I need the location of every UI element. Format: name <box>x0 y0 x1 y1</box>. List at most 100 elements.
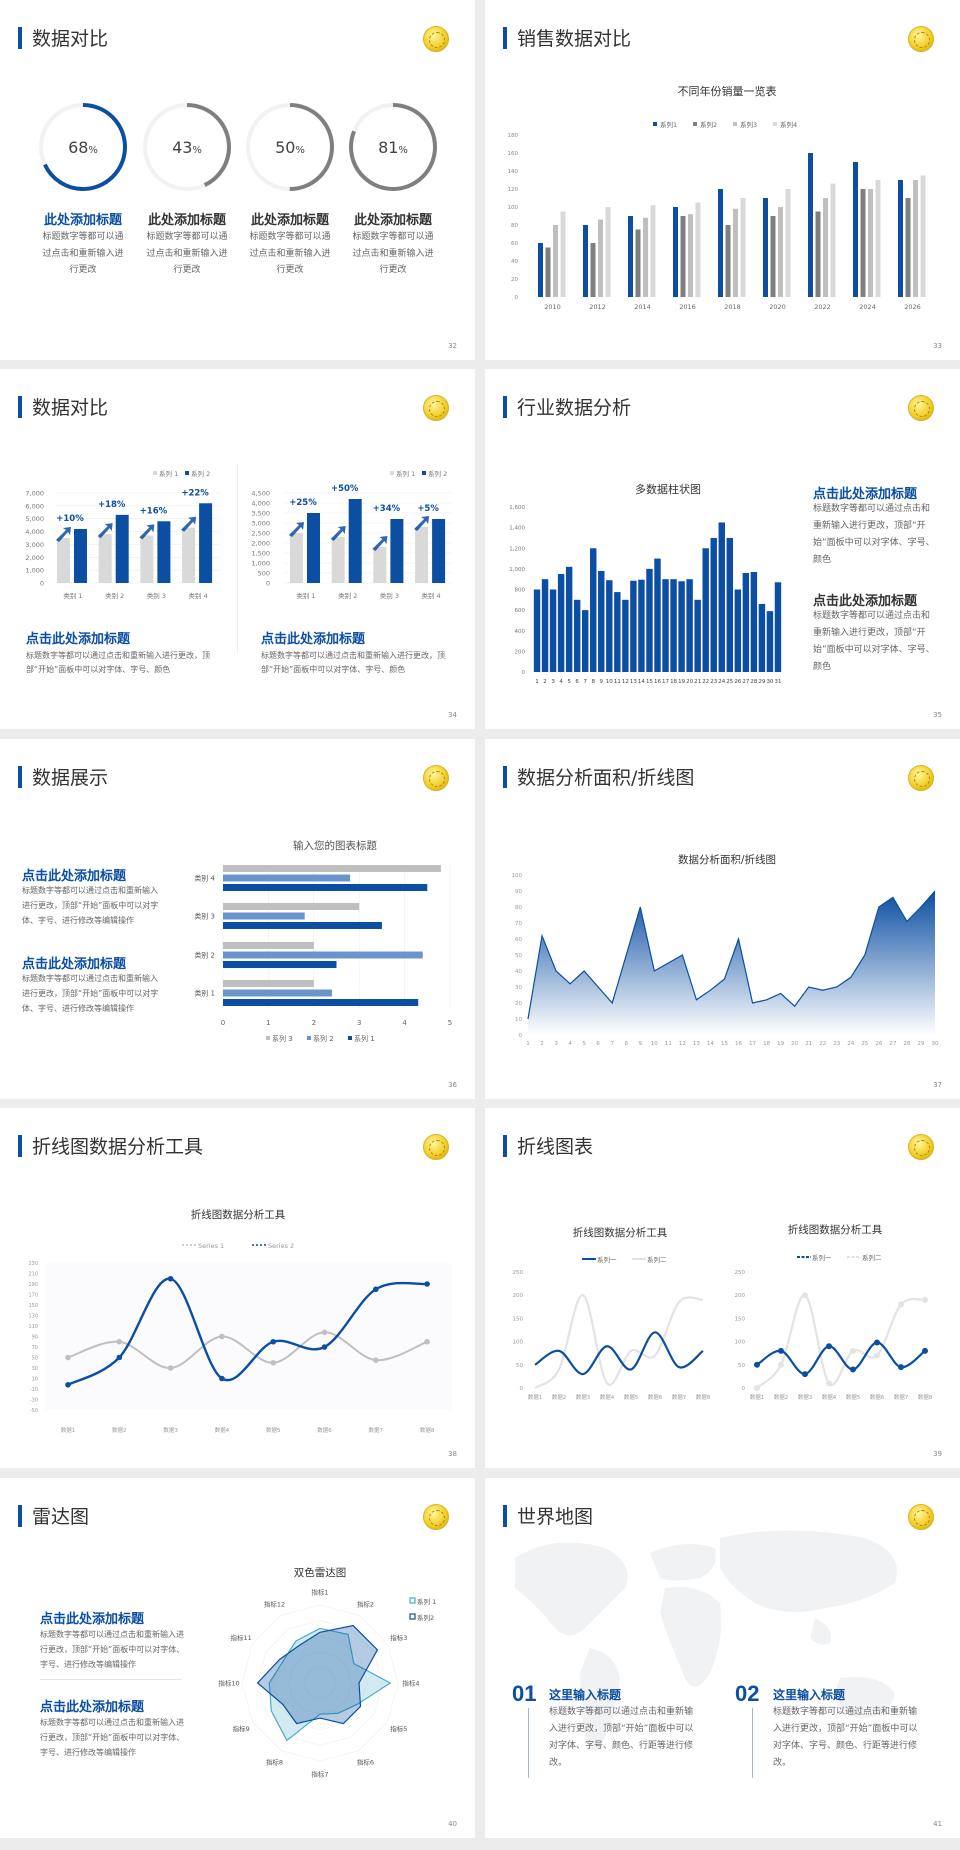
x-tick-label: 9 <box>600 679 604 685</box>
y-tick-label: 0 <box>522 670 526 676</box>
x-tick-label: 24 <box>847 1041 854 1047</box>
ring-unit: % <box>192 145 202 156</box>
slide-36[interactable]: 数据展示 输入您的图表标题 0 1 2 3 4 5 类别 1 类别 2 类别 3 类别 4 系列 3 系… <box>0 739 475 1099</box>
data-point <box>167 1365 174 1371</box>
legend-swatch <box>153 471 157 475</box>
x-tick-label: 2012 <box>589 303 606 311</box>
x-tick-label: 2 <box>540 1041 544 1047</box>
slide-32[interactable]: 数据对比 68% 43% 50% 81% 此处添加标题 标题数字等都可以通过点击和重新输… <box>0 0 475 360</box>
y-tick-label: 210 <box>28 1272 38 1278</box>
legend-label: 系列 3 <box>272 1034 293 1043</box>
y-tick-label: 3,500 <box>251 510 270 518</box>
y-tick-label: 5,000 <box>25 515 44 523</box>
bar <box>823 198 828 297</box>
section-desc: 标题数字等都可以通过点击和重新输入进行更改，顶部“开始”面板中可以对字体、字号、… <box>22 974 159 1013</box>
ring-number: 68 <box>68 138 88 157</box>
data-point <box>778 1361 784 1368</box>
y-tick-label: 100 <box>513 1340 524 1346</box>
x-tick-label: 21 <box>694 679 701 685</box>
ring-number: 81 <box>378 138 398 157</box>
data-point <box>850 1366 856 1373</box>
data-point <box>116 1354 123 1361</box>
x-tick-label: 3 <box>554 1041 558 1047</box>
bar <box>643 217 648 297</box>
slide-39[interactable]: 折线图表 折线图数据分析工具 0 50 100 150 200 250 数据1 数据2 数据3 数据… <box>485 1108 960 1468</box>
x-tick-label: 数据4 <box>215 1426 230 1434</box>
x-tick-label: 2014 <box>634 303 651 311</box>
x-tick-label: 29 <box>917 1041 924 1047</box>
y-tick-label: 180 <box>508 133 519 139</box>
x-tick-label: 类别 3 <box>147 591 166 600</box>
y-tick-label: 0 <box>519 1033 523 1039</box>
bar <box>898 180 903 297</box>
y-tick-label: 110 <box>28 1324 38 1330</box>
x-tick-label: 2026 <box>904 303 921 311</box>
bar <box>223 989 332 997</box>
bar <box>390 519 404 583</box>
x-tick-label: 14 <box>638 679 645 685</box>
legend-swatch <box>266 1036 270 1040</box>
slide-title: 销售数据对比 <box>517 28 632 50</box>
y-tick-label: 200 <box>515 649 526 655</box>
axis-label: 指标4 <box>402 1679 419 1688</box>
slide-title: 折线图表 <box>517 1136 594 1158</box>
slide-34[interactable]: 数据对比 0 1,000 2,000 3,000 4,000 5,000 6,000 7,00… <box>0 369 475 729</box>
x-tick-label: 21 <box>805 1041 812 1047</box>
bar <box>182 527 196 583</box>
bar <box>533 589 541 672</box>
axis-label: 指标5 <box>390 1724 407 1733</box>
slide-title: 世界地图 <box>517 1506 594 1528</box>
x-tick-label: 数据1 <box>528 1393 543 1401</box>
bar <box>733 208 738 297</box>
slide-33[interactable]: 销售数据对比 不同年份销量一览表 系列1 系列2 系列3 系列4 0 20 40 60 80 100… <box>485 0 960 360</box>
x-tick-label: 数据1 <box>61 1426 76 1434</box>
slide-41[interactable]: 世界地图 01 这里输入标题 标题数字等都可以通过点击和重新输入进行更改，顶部“… <box>485 1478 960 1838</box>
x-tick-label: 14 <box>707 1041 714 1047</box>
plot-area <box>45 1263 452 1410</box>
y-tick-label: 600 <box>515 608 526 614</box>
y-tick-label: 40 <box>511 259 518 265</box>
bar <box>560 211 566 297</box>
ring-value: 50% <box>275 138 305 157</box>
ring-number: 50 <box>275 138 295 157</box>
bar <box>702 548 709 672</box>
bar <box>905 198 911 297</box>
axis-label: 指标3 <box>390 1633 407 1642</box>
section-desc: 标题数字等都可以通过点击和重新输入进行更改，顶部“开始”面板中可以对字体、字号、… <box>26 651 210 674</box>
title-accent-bar <box>18 1135 22 1157</box>
slide-38[interactable]: 折线图数据分析工具 折线图数据分析工具 -50 -30 -10 10 30 50 70 90 11… <box>0 1108 475 1468</box>
bar <box>622 599 629 672</box>
slide-title: 雷达图 <box>32 1506 90 1528</box>
bar <box>223 912 305 920</box>
data-point <box>116 1338 123 1345</box>
bar <box>758 603 766 672</box>
legend-swatch <box>733 122 737 126</box>
x-tick-label: 数据7 <box>894 1393 909 1401</box>
growth-arrow-icon <box>414 516 430 531</box>
x-tick-label: 11 <box>614 679 621 685</box>
page-number: 41 <box>933 1820 942 1828</box>
bar <box>635 229 641 297</box>
slide-title: 行业数据分析 <box>517 397 632 419</box>
bar <box>742 573 750 672</box>
x-tick-label: 2022 <box>814 303 831 311</box>
axis-label: 指标7 <box>311 1770 328 1779</box>
slide-title: 折线图数据分析工具 <box>32 1136 204 1158</box>
radar-series <box>268 1627 392 1742</box>
legend-label: 系列 1 <box>159 469 178 478</box>
x-tick-label: 15 <box>646 679 653 685</box>
ring-heading: 此处添加标题 <box>147 213 226 228</box>
legend-swatch <box>773 122 777 126</box>
x-tick-label: 2 <box>312 1019 316 1027</box>
slide-37[interactable]: 数据分析面积/折线图 数据分析面积/折线图 0 10 20 30 40 50 60 70 80 90… <box>485 739 960 1099</box>
slide-35[interactable]: 行业数据分析 多数据柱状图 0 200 400 600 800 1,000 1,200 1,40… <box>485 369 960 729</box>
bar <box>638 579 645 672</box>
x-tick-label: 28 <box>750 679 757 685</box>
growth-arrow-icon <box>330 526 346 541</box>
slide-40[interactable]: 雷达图 双色雷达图 指标1 指标2 指标3 指标4 指标5 指标6 指标7 指标8 指标9 指标10… <box>0 1478 475 1838</box>
x-tick-label: 13 <box>693 1041 700 1047</box>
y-tick-label: 160 <box>508 151 519 157</box>
bar <box>223 961 337 968</box>
growth-arrow-icon <box>181 516 197 532</box>
y-tick-label: 190 <box>28 1282 38 1288</box>
